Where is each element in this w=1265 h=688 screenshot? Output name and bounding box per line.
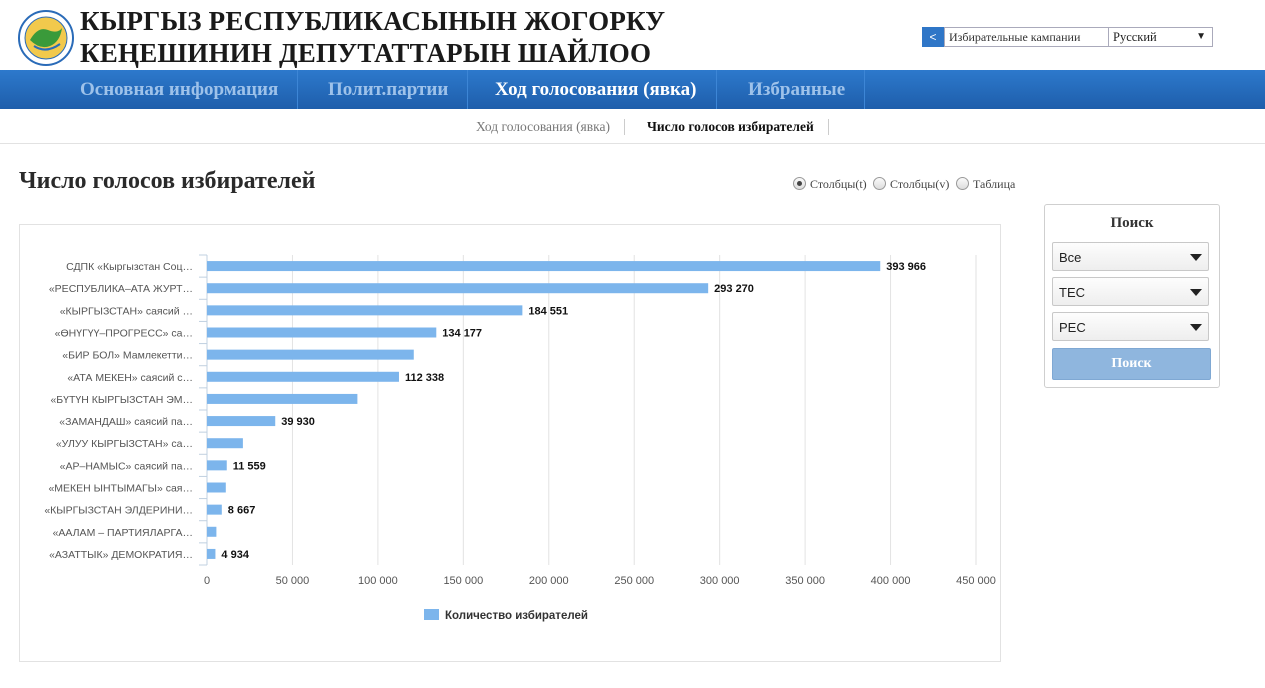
page-title: Число голосов избирателей	[19, 168, 316, 194]
bar	[207, 416, 276, 427]
category-label: «ААЛАМ – ПАРТИЯЛАРГА…	[53, 527, 193, 539]
region-select-value: Все	[1059, 250, 1082, 265]
nav-item-voting-progress[interactable]: Ход голосования (явка)	[476, 70, 717, 109]
x-tick-label: 350 000	[785, 575, 825, 587]
category-label: «АР–НАМЫС» саясий па…	[60, 460, 193, 472]
nav-item-main-info[interactable]: Основная информация	[61, 70, 299, 109]
category-label: «АЗАТТЫК» ДЕМОКРАТИЯ…	[49, 549, 193, 561]
tec-select[interactable]: ТЕС	[1052, 277, 1209, 306]
x-tick-label: 200 000	[529, 575, 569, 587]
chart-panel: 0 50 000 100 000 150 000 200 000 250 000 300 0…	[19, 224, 1001, 662]
dropdown-arrow-icon	[1190, 324, 1202, 331]
campaign-back-button[interactable]: <	[922, 27, 944, 47]
bar	[207, 460, 227, 471]
x-tick-label: 450 000	[956, 575, 996, 587]
view-option-label: Таблица	[973, 177, 1016, 191]
bar	[207, 438, 243, 449]
view-option-bars-v[interactable]: Столбцы(v)	[873, 177, 949, 192]
bar	[207, 283, 709, 294]
site-header: КЫРГЫЗ РЕСПУБЛИКАСЫНЫН ЖОГОРКУ КЕҢЕШИНИН…	[0, 0, 1265, 70]
data-label: 8 667	[228, 505, 256, 517]
data-label: 39 930	[281, 416, 315, 428]
data-label: 4 934	[221, 549, 249, 561]
chevron-down-icon: ▼	[1196, 31, 1206, 42]
main-nav: Основная информация Полит.партии Ход гол…	[0, 70, 1265, 109]
category-label: «КЫРГЫЗСТАН ЭЛДЕРИНИ…	[44, 505, 193, 517]
category-label: «РЕСПУБЛИКА–АТА ЖУРТ…	[49, 283, 193, 295]
x-tick-label: 150 000	[443, 575, 483, 587]
search-button[interactable]: Поиск	[1052, 348, 1211, 380]
category-label: «УЛУУ КЫРГЫЗСТАН» са…	[56, 438, 193, 450]
data-label: 112 338	[405, 372, 444, 384]
radio-icon	[873, 177, 886, 190]
bar	[207, 305, 523, 316]
dropdown-arrow-icon	[1190, 254, 1202, 261]
tec-select-value: ТЕС	[1059, 285, 1085, 300]
region-select[interactable]: Все	[1052, 242, 1209, 271]
data-label: 393 966	[886, 261, 926, 273]
site-title: КЫРГЫЗ РЕСПУБЛИКАСЫНЫН ЖОГОРКУ КЕҢЕШИНИН…	[80, 6, 666, 68]
view-option-label: Столбцы(t)	[810, 177, 867, 191]
bar	[207, 548, 216, 559]
bar	[207, 504, 222, 515]
emblem-logo	[18, 10, 74, 66]
x-tick-label: 300 000	[700, 575, 740, 587]
radio-icon	[956, 177, 969, 190]
category-label: «АТА МЕКЕН» саясий с…	[67, 372, 193, 384]
view-option-bars-t[interactable]: Столбцы(t)	[793, 177, 867, 192]
view-option-label: Столбцы(v)	[890, 177, 950, 191]
search-title: Поиск	[1110, 215, 1154, 231]
x-tick-label: 50 000	[276, 575, 310, 587]
rec-select-value: РЕС	[1059, 320, 1086, 335]
x-tick-label: 100 000	[358, 575, 398, 587]
bar	[207, 393, 358, 404]
x-tick-label: 0	[204, 575, 210, 587]
category-label: «КЫРГЫЗСТАН» саясий …	[60, 305, 193, 317]
x-tick-label: 250 000	[614, 575, 654, 587]
search-panel: Поиск Все ТЕС РЕС Поиск	[1044, 204, 1220, 388]
view-option-table[interactable]: Таблица	[956, 177, 1015, 192]
subnav-item-voting-progress[interactable]: Ход голосования (явка)	[476, 119, 625, 135]
language-value: Русский	[1113, 30, 1157, 44]
data-label: 184 551	[528, 305, 568, 317]
nav-item-parties[interactable]: Полит.партии	[309, 70, 469, 109]
category-label: «БИР БОЛ» Мамлекетти…	[62, 350, 193, 362]
subnav-item-vote-count[interactable]: Число голосов избирателей	[647, 119, 829, 135]
data-label: 11 559	[233, 460, 266, 472]
data-label: 134 177	[442, 328, 482, 340]
campaign-input[interactable]: Избирательные кампании	[944, 27, 1130, 47]
bar	[207, 349, 414, 360]
bar	[207, 327, 437, 338]
rec-select[interactable]: РЕС	[1052, 312, 1209, 341]
x-tick-label: 400 000	[871, 575, 911, 587]
radio-checked-icon	[793, 177, 806, 190]
legend-label: Количество избирателей	[445, 610, 588, 622]
bar	[207, 261, 881, 272]
bar	[207, 526, 217, 537]
category-label: «ӨНҮГҮҮ–ПРОГРЕСС» са…	[55, 328, 193, 340]
bar	[207, 371, 399, 382]
category-label: «МЕКЕН ЫНТЫМАГЫ» сая…	[48, 483, 193, 495]
nav-item-favorites[interactable]: Избранные	[729, 70, 866, 109]
legend-swatch	[424, 609, 439, 620]
bar-chart: 0 50 000 100 000 150 000 200 000 250 000 300 0…	[44, 254, 996, 622]
bar	[207, 482, 226, 493]
language-select[interactable]: Русский ▼	[1108, 27, 1213, 47]
category-label: «ЗАМАНДАШ» саясий па…	[59, 416, 193, 428]
dropdown-arrow-icon	[1190, 289, 1202, 296]
sub-nav: Ход голосования (явка) Число голосов изб…	[0, 109, 1265, 144]
category-label: «БҮТҮН КЫРГЫЗСТАН ЭМ…	[50, 394, 193, 406]
category-label: СДПК «Кыргызстан Соц…	[66, 261, 193, 273]
data-label: 293 270	[714, 283, 754, 295]
